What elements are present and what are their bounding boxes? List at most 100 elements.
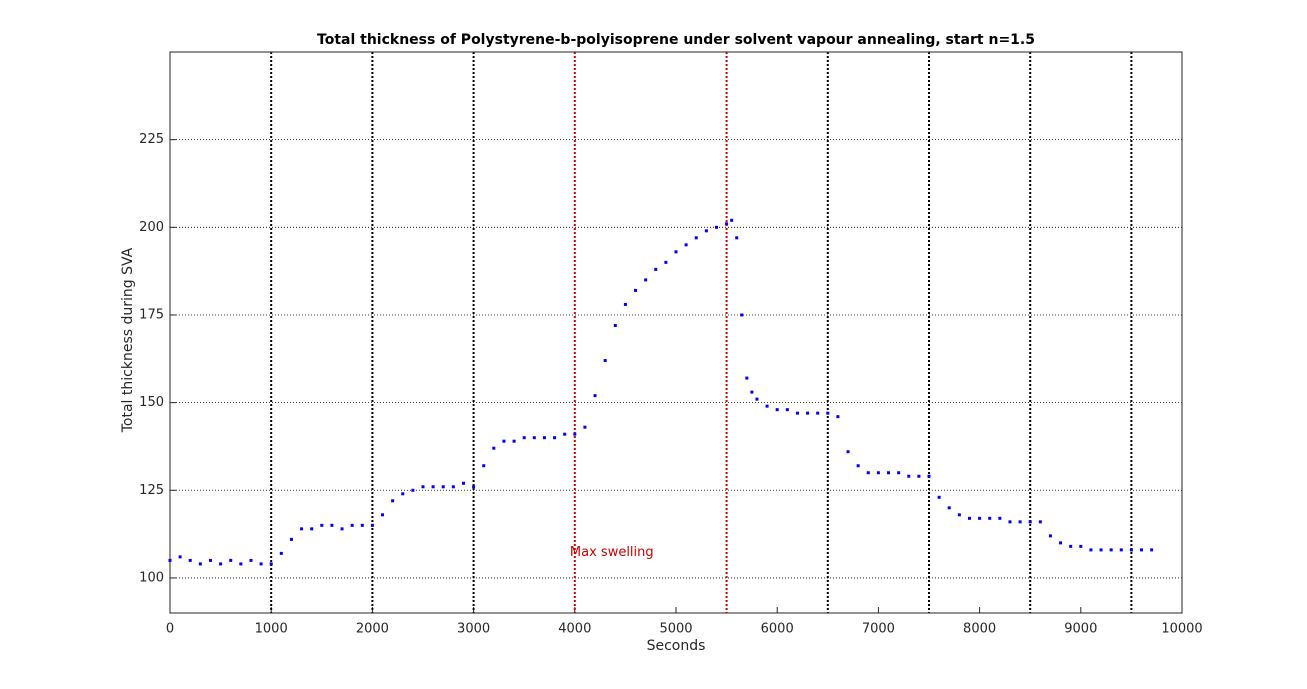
point [1099, 548, 1103, 552]
point [836, 415, 840, 419]
point [826, 411, 830, 415]
point [927, 474, 931, 478]
point [269, 562, 273, 566]
point [330, 523, 334, 527]
x-axis-label: Seconds [647, 638, 706, 654]
point [897, 471, 901, 475]
point [876, 471, 880, 475]
point [229, 558, 233, 562]
point [795, 411, 799, 415]
point [340, 527, 344, 531]
x-tick-label: 8000 [963, 622, 996, 637]
chart-title: Total thickness of Polystyrene-b-polyiso… [317, 32, 1035, 48]
point [735, 236, 739, 240]
y-tick-label: 150 [139, 395, 164, 410]
point [684, 243, 688, 247]
point [320, 523, 324, 527]
point [492, 446, 496, 450]
point [239, 562, 243, 566]
x-tick-label: 5000 [659, 622, 692, 637]
point [603, 359, 607, 363]
point [846, 450, 850, 454]
point [198, 562, 202, 566]
point [532, 436, 536, 440]
point [967, 516, 971, 520]
point [674, 250, 678, 254]
annotation: Max swelling [570, 545, 654, 560]
point [1109, 548, 1113, 552]
point [168, 558, 172, 562]
point [917, 474, 921, 478]
point [664, 260, 668, 264]
point [887, 471, 891, 475]
point [998, 516, 1002, 520]
point [542, 436, 546, 440]
y-tick-label: 100 [139, 570, 164, 585]
point [816, 411, 820, 415]
y-tick-label: 175 [139, 307, 164, 322]
point [1028, 520, 1032, 524]
point [1059, 541, 1063, 545]
point [806, 411, 810, 415]
point [583, 425, 587, 429]
point [310, 527, 314, 531]
point [300, 527, 304, 531]
point [1008, 520, 1012, 524]
point [279, 551, 283, 555]
point [1038, 520, 1042, 524]
point [1069, 544, 1073, 548]
x-tick-label: 7000 [862, 622, 895, 637]
point [411, 488, 415, 492]
point [461, 481, 465, 485]
y-tick-label: 200 [139, 220, 164, 235]
point [472, 485, 476, 489]
x-tick-label: 6000 [761, 622, 794, 637]
point [482, 464, 486, 468]
point [573, 432, 577, 436]
point [563, 432, 567, 436]
point [1150, 548, 1154, 552]
point [441, 485, 445, 489]
y-tick-label: 125 [139, 483, 164, 498]
point [957, 513, 961, 517]
point [553, 436, 557, 440]
point [360, 523, 364, 527]
point [208, 558, 212, 562]
plot-frame [169, 51, 1183, 614]
x-tick-label: 1000 [255, 622, 288, 637]
point [1119, 548, 1123, 552]
point [755, 397, 759, 401]
point [775, 408, 779, 412]
point [730, 218, 734, 222]
point [502, 439, 506, 443]
point [381, 513, 385, 517]
point [654, 267, 658, 271]
point [750, 390, 754, 394]
point [1089, 548, 1093, 552]
point [1140, 548, 1144, 552]
point [1018, 520, 1022, 524]
point [522, 436, 526, 440]
x-tick-label: 9000 [1064, 622, 1097, 637]
point [745, 376, 749, 380]
point [421, 485, 425, 489]
x-tick-label: 4000 [558, 622, 591, 637]
point [704, 229, 708, 233]
point [350, 523, 354, 527]
point [694, 236, 698, 240]
point [613, 323, 617, 327]
point [907, 474, 911, 478]
point [937, 495, 941, 499]
point [765, 404, 769, 408]
point [259, 562, 263, 566]
point [431, 485, 435, 489]
point [249, 558, 253, 562]
point [947, 506, 951, 510]
point [451, 485, 455, 489]
point [593, 394, 597, 398]
point [178, 555, 182, 559]
point [866, 471, 870, 475]
x-tick-label: 10000 [1161, 622, 1202, 637]
